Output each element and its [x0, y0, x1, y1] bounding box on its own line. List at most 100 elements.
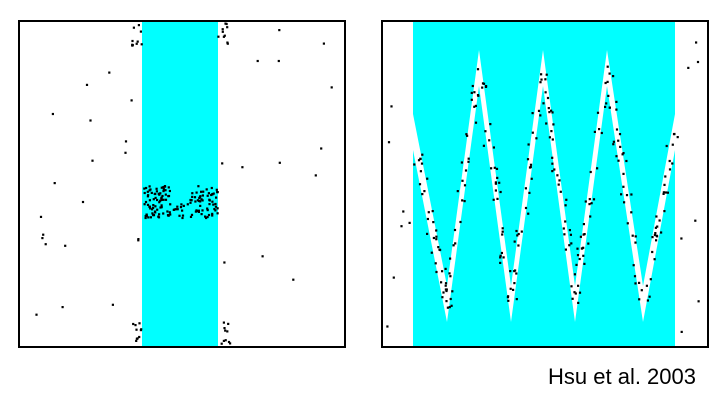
sample-point — [630, 193, 632, 195]
sample-point — [223, 340, 225, 342]
sample-point — [660, 231, 662, 233]
sample-point — [42, 234, 44, 236]
sample-point — [163, 199, 165, 201]
sample-point — [402, 210, 404, 212]
sample-point — [502, 227, 504, 229]
sample-point — [208, 192, 210, 194]
sample-point — [442, 291, 444, 293]
sample-point — [598, 128, 600, 130]
sample-point — [278, 29, 280, 31]
sample-point — [655, 239, 657, 241]
sample-point — [161, 195, 163, 197]
sample-point — [454, 229, 456, 231]
sample-point — [593, 198, 595, 200]
sample-point — [577, 302, 579, 304]
sample-point — [449, 306, 451, 308]
sample-point — [191, 214, 193, 216]
sample-point — [489, 123, 491, 125]
sample-point — [494, 167, 496, 169]
sample-point — [565, 249, 567, 251]
sample-point — [528, 143, 530, 145]
sample-point — [698, 300, 700, 302]
sample-point — [86, 84, 88, 86]
sample-point — [146, 215, 148, 217]
sample-point — [502, 231, 504, 233]
sample-point — [582, 255, 584, 257]
sample-point — [155, 197, 157, 199]
sample-point — [133, 27, 135, 29]
sample-point — [150, 216, 152, 218]
sample-point — [158, 213, 160, 215]
sample-point — [292, 279, 294, 281]
sample-point — [464, 200, 466, 202]
sample-point — [211, 193, 213, 195]
sample-point — [147, 194, 149, 196]
zigzag-corridor-plot — [383, 22, 707, 346]
sample-point — [439, 249, 441, 251]
sample-point — [226, 26, 228, 28]
sample-point — [419, 183, 421, 185]
sample-point — [420, 170, 422, 172]
sample-point — [432, 210, 434, 212]
sample-point — [168, 186, 170, 188]
sample-point — [513, 270, 515, 272]
sample-point — [135, 329, 137, 331]
sample-point — [208, 214, 210, 216]
sample-point — [579, 292, 581, 294]
sample-point — [655, 227, 657, 229]
sample-point — [663, 210, 665, 212]
sample-point — [45, 243, 47, 245]
sample-point — [528, 192, 530, 194]
sample-point — [158, 201, 160, 203]
sample-point — [477, 94, 479, 96]
sample-point — [647, 299, 649, 301]
sample-point — [633, 264, 635, 266]
sample-point — [552, 138, 554, 140]
sample-point — [134, 324, 136, 326]
sample-point — [437, 246, 439, 248]
sample-point — [544, 78, 546, 80]
sample-point — [64, 245, 66, 247]
sample-point — [131, 99, 133, 101]
sample-point — [488, 139, 490, 141]
sample-point — [137, 238, 139, 240]
sample-point — [168, 195, 170, 197]
sample-point — [646, 285, 648, 287]
sample-point — [320, 147, 322, 149]
sample-point — [475, 122, 477, 124]
sample-point — [158, 216, 160, 218]
sample-point — [576, 248, 578, 250]
sample-point — [166, 210, 168, 212]
sample-point — [622, 153, 624, 155]
sample-point — [279, 162, 281, 164]
sample-point — [89, 119, 91, 121]
sample-point — [222, 31, 224, 33]
sample-point — [331, 86, 333, 88]
sample-point — [144, 192, 146, 194]
sample-point — [206, 208, 208, 210]
sample-point — [619, 146, 621, 148]
sample-point — [62, 306, 64, 308]
sample-point — [532, 112, 534, 114]
sample-point — [450, 298, 452, 300]
sample-point — [154, 211, 156, 213]
free-space-corridor — [142, 22, 218, 346]
sample-point — [200, 191, 202, 193]
sample-point — [615, 101, 617, 103]
sample-point — [426, 233, 428, 235]
sample-point — [547, 97, 549, 99]
sample-point — [223, 261, 225, 263]
sample-point — [224, 330, 226, 332]
sample-point — [199, 205, 201, 207]
sample-point — [563, 233, 565, 235]
sample-point — [552, 123, 554, 125]
sample-point — [151, 208, 153, 210]
sample-point — [169, 211, 171, 213]
sample-point — [632, 235, 634, 237]
sample-point — [147, 204, 149, 206]
sample-point — [635, 235, 637, 237]
sample-point — [445, 282, 447, 284]
sample-point — [570, 285, 572, 287]
sample-point — [650, 278, 652, 280]
sample-point — [149, 185, 151, 187]
